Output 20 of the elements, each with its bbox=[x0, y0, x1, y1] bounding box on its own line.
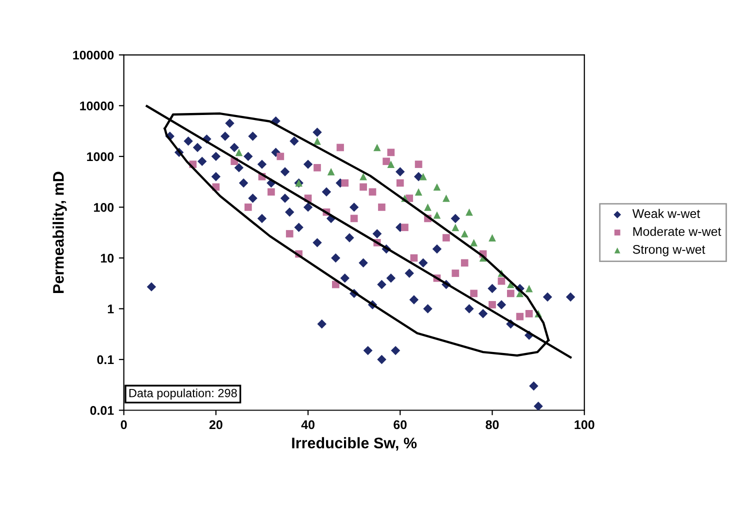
legend-label: Strong w-wet bbox=[632, 244, 706, 256]
x-tick-label: 60 bbox=[394, 420, 407, 430]
y-axis-title: Permeability, mD bbox=[52, 172, 67, 293]
y-tick-label: 10000 bbox=[80, 101, 114, 110]
y-tick-label: 10 bbox=[100, 254, 114, 263]
y-tick-label: 100000 bbox=[73, 50, 114, 60]
y-tick-label: 100 bbox=[94, 203, 114, 212]
x-tick-label: 40 bbox=[301, 420, 314, 430]
x-axis-title: Irreducible Sw, % bbox=[292, 437, 417, 451]
x-tick-label: 20 bbox=[209, 420, 222, 430]
y-tick-label: 0.01 bbox=[90, 406, 114, 415]
y-tick-label: 0.1 bbox=[97, 355, 114, 364]
x-tick-label: 0 bbox=[120, 420, 127, 430]
y-tick-label: 1000 bbox=[87, 152, 114, 162]
legend-label: Moderate w-wet bbox=[633, 226, 722, 236]
x-tick-label: 80 bbox=[486, 420, 499, 430]
legend-label: Weak w-wet bbox=[632, 208, 700, 218]
x-tick-label: 100 bbox=[574, 420, 594, 430]
annotation: Data population: 298 bbox=[129, 388, 237, 400]
y-tick-label: 1 bbox=[108, 304, 114, 314]
